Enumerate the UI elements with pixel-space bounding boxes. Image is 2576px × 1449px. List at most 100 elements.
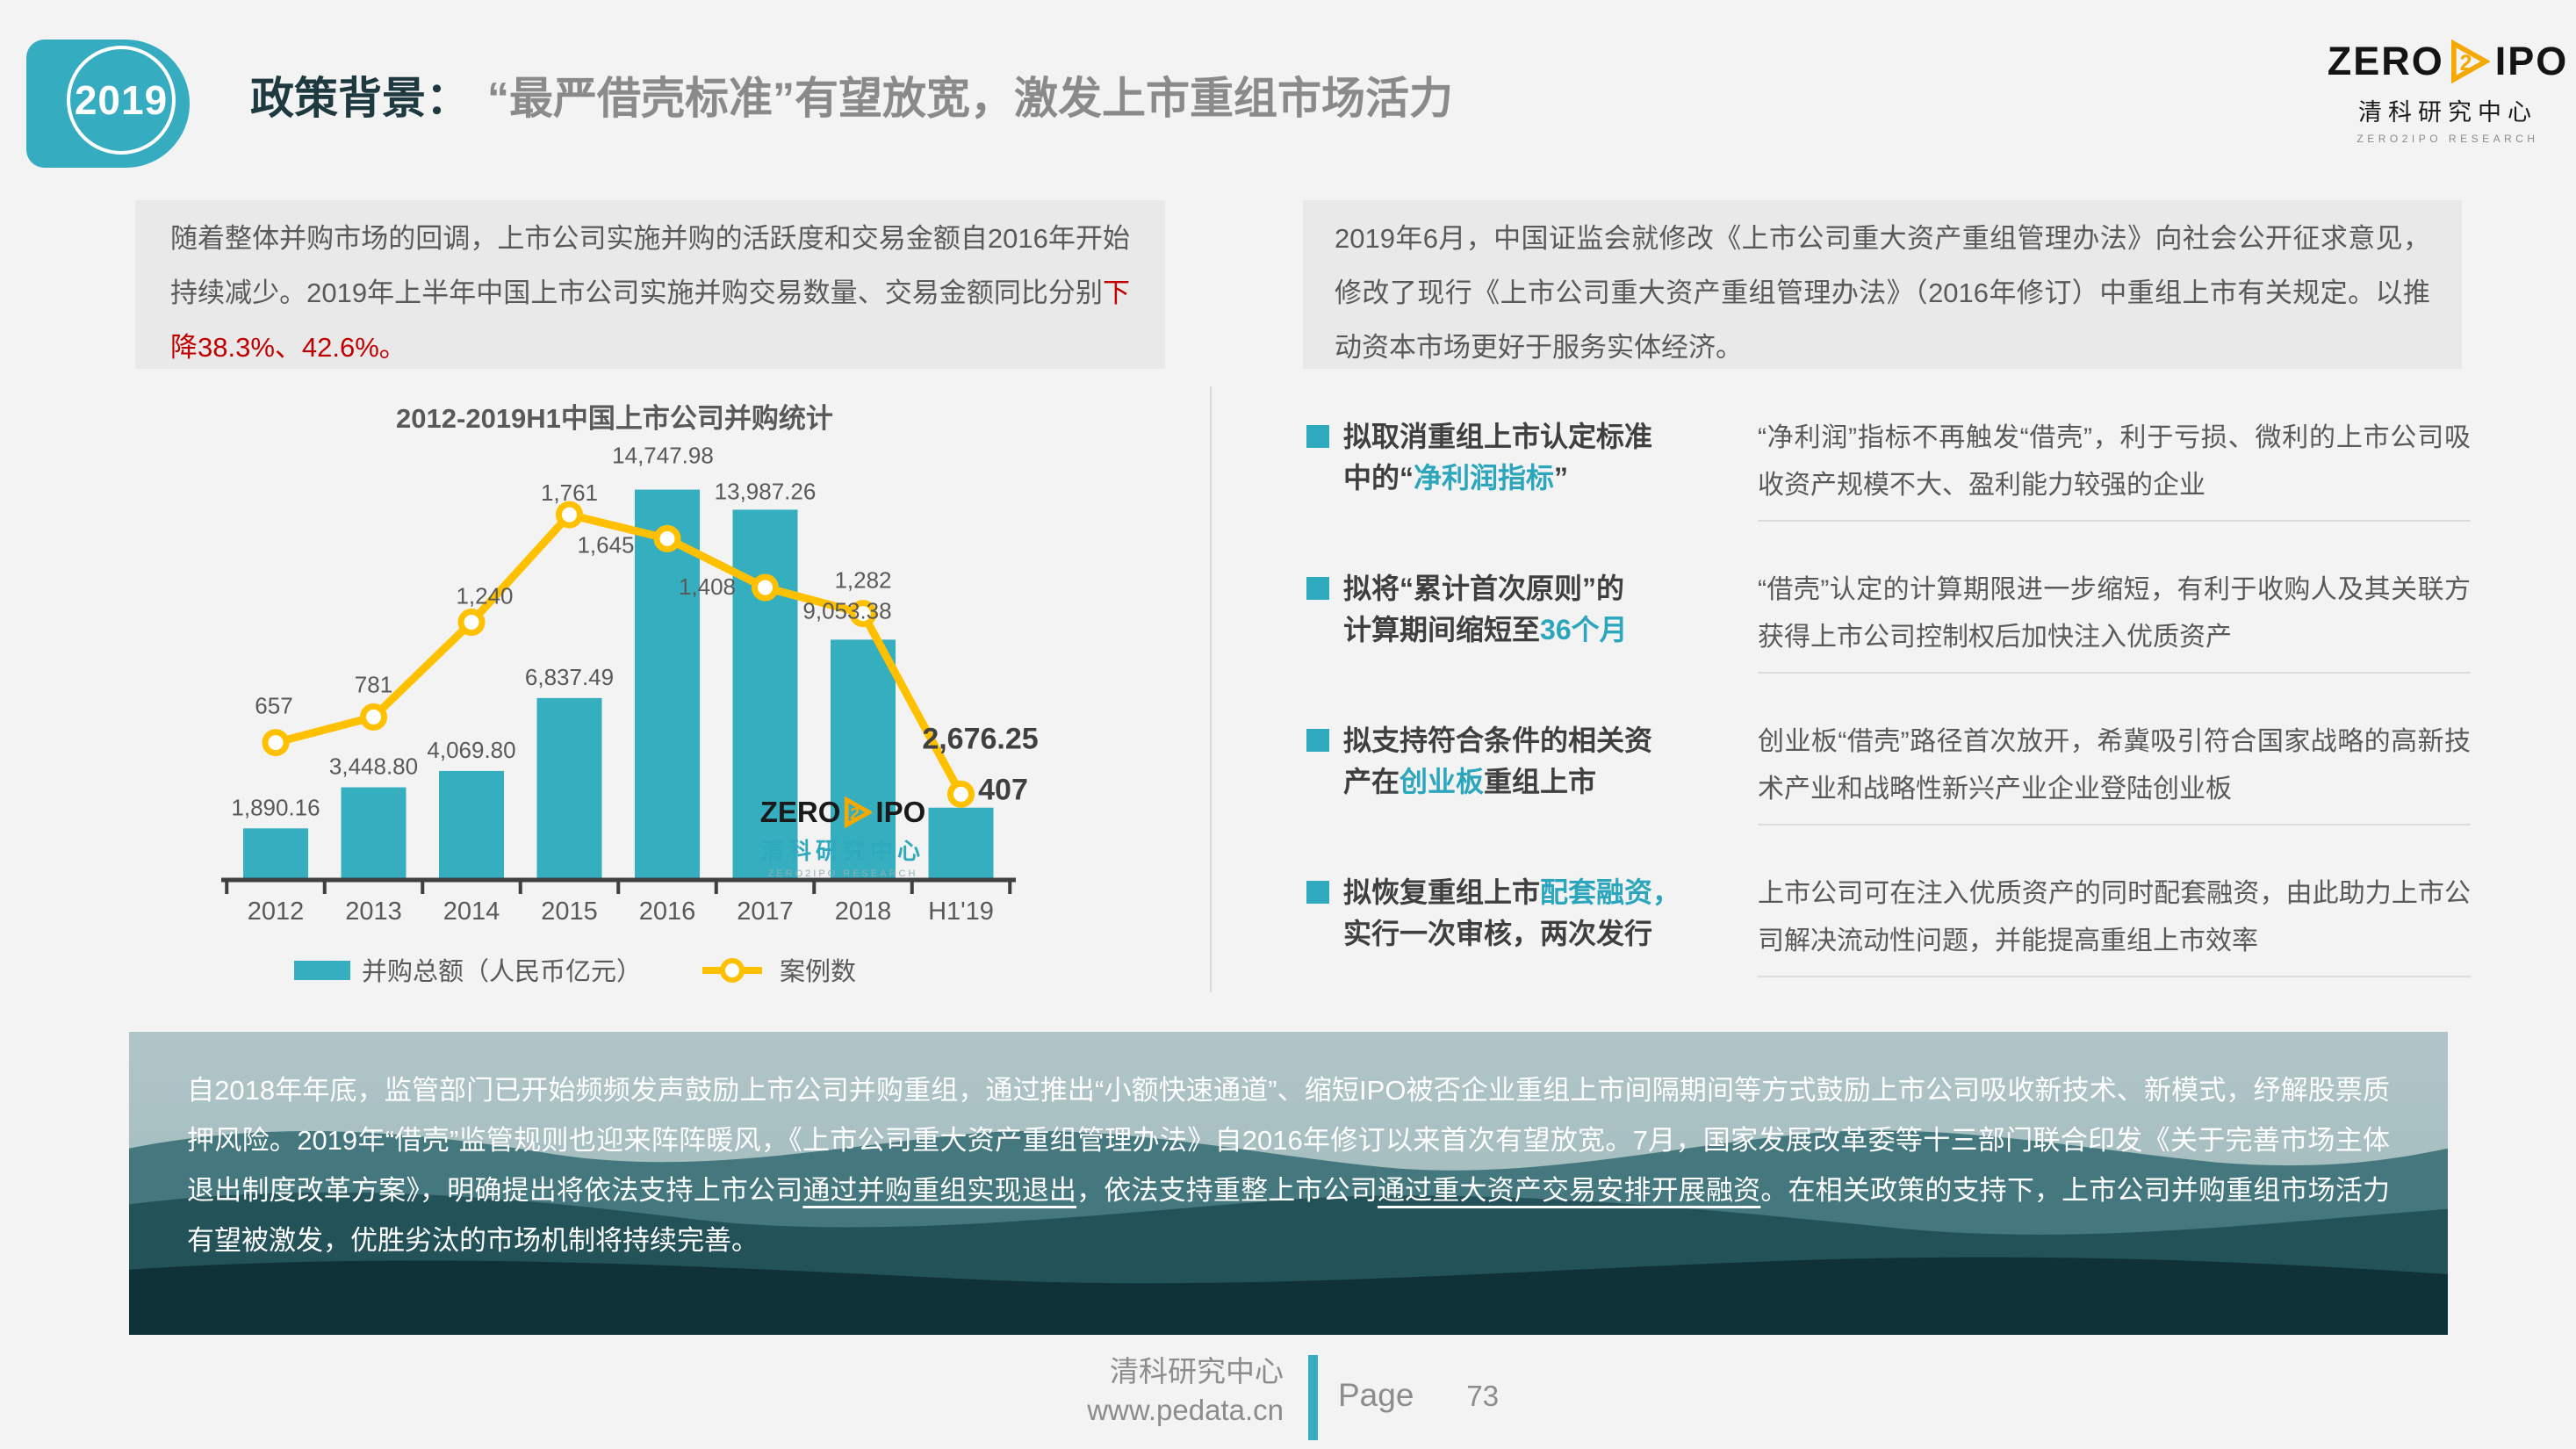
svg-text:1,282: 1,282 xyxy=(834,567,891,594)
x-axis-labels: 2012 2013 2014 2015 2016 2017 2018 H1'19 xyxy=(248,898,994,926)
policy-point-title: 拟取消重组上市认定标准 中的“净利润指标” xyxy=(1343,421,1653,494)
policy-points: 拟取消重组上市认定标准 中的“净利润指标” “净利润”指标不再触发“借壳”，利于亏损… xyxy=(1303,415,2471,1022)
bar-series xyxy=(243,489,994,878)
svg-text:1,240: 1,240 xyxy=(456,583,513,609)
legend-bar-swatch xyxy=(294,961,350,980)
bullet-square-icon xyxy=(1306,577,1329,600)
svg-text:13,987.26: 13,987.26 xyxy=(715,478,817,504)
svg-text:2014: 2014 xyxy=(443,898,500,926)
svg-text:H1'19: H1'19 xyxy=(928,898,994,926)
line-markers xyxy=(262,501,975,808)
bullet-square-icon xyxy=(1306,881,1329,904)
svg-text:2: 2 xyxy=(851,805,860,824)
svg-text:1,890.16: 1,890.16 xyxy=(231,794,320,820)
bar-value-labels: 1,890.16 3,448.80 4,069.80 6,837.49 14,747.9… xyxy=(231,443,1038,821)
watermark-cn-text: 清科研究中心 xyxy=(760,838,925,864)
bullet-square-icon xyxy=(1306,425,1329,448)
logo-triangle-icon: 2 xyxy=(2450,40,2490,83)
left-intro-box: 随着整体并购市场的回调，上市公司实施并购的活跃度和交易金额自2016年开始持续减… xyxy=(135,200,1165,369)
policy-point-row: 拟将“累计首次原则”的 计算期间缩短至36个月 “借壳”认定的计算期限进一步缩短，有… xyxy=(1303,566,2471,718)
summary-band: 自2018年年底，监管部门已开始频频发声鼓励上市公司并购重组，通过推出“小额快速… xyxy=(129,1032,2448,1335)
year-badge: 2019 xyxy=(26,40,190,168)
svg-text:2013: 2013 xyxy=(345,898,402,926)
policy-point-title: 拟恢复重组上市配套融资， 实行一次审核，两次发行 xyxy=(1343,876,1681,949)
line-marker xyxy=(360,703,387,731)
line-marker xyxy=(457,609,486,637)
right-intro-box: 2019年6月，中国证监会就修改《上市公司重大资产重组管理办法》向社会公开征求意… xyxy=(1303,200,2462,369)
footer-site-url: www.pedata.cn xyxy=(1087,1394,1284,1426)
line-marker xyxy=(752,573,779,602)
bullet-square-icon xyxy=(1306,729,1329,752)
svg-text:407: 407 xyxy=(978,773,1028,806)
line-marker xyxy=(849,600,877,628)
ma-statistics-chart: 2012-2019H1中国上市公司并购统计 1,890.16 3,448.80 4,0… xyxy=(176,395,1106,1010)
line-marker xyxy=(947,780,975,808)
policy-point-title: 拟支持符合条件的相关资 产在创业板重组上市 xyxy=(1343,724,1653,797)
svg-text:2: 2 xyxy=(2459,51,2473,76)
footer-divider-bar xyxy=(1308,1355,1318,1440)
year-badge-label: 2019 xyxy=(74,77,169,123)
svg-text:2017: 2017 xyxy=(737,898,794,926)
policy-point-title: 拟将“累计首次原则”的 计算期间缩短至36个月 xyxy=(1343,573,1628,645)
bar xyxy=(243,828,308,878)
zero2ipo-logo: ZERO 2 IPO 清科研究中心 ZERO2IPO RESEARCH xyxy=(2328,39,2567,145)
policy-point-description: “借壳”认定的计算期限进一步缩短，有利于收购人及其关联方获得上市公司控制权后加快… xyxy=(1758,566,2471,674)
bar xyxy=(732,509,798,878)
right-intro-text: 2019年6月，中国证监会就修改《上市公司重大资产重组管理办法》向社会公开征求意… xyxy=(1335,223,2430,363)
page-title-prefix: 政策背景： xyxy=(250,74,470,123)
watermark-wordmark: ZERO 2 IPO xyxy=(759,796,926,829)
footer-org-block: 清科研究中心 www.pedata.cn xyxy=(990,1352,1284,1430)
footer-page-number: 73 xyxy=(1466,1380,1500,1412)
policy-point-description: 创业板“借壳”路径首次放开，希冀吸引符合国家战略的高新技术产业和战略性新兴产业企… xyxy=(1758,718,2471,825)
svg-text:1,645: 1,645 xyxy=(577,531,634,558)
watermark-ipo-text: IPO xyxy=(875,796,926,828)
left-intro-text: 随着整体并购市场的回调，上市公司实施并购的活跃度和交易金额自2016年开始持续减… xyxy=(170,223,1130,363)
chart-legend: 并购总额（人民币亿元） 案例数 xyxy=(294,957,856,986)
watermark-triangle-icon: 2 xyxy=(845,797,873,828)
logo-ipo-text: IPO xyxy=(2494,39,2569,83)
bar xyxy=(928,807,994,878)
svg-text:2016: 2016 xyxy=(639,898,696,926)
line-marker xyxy=(556,501,583,529)
svg-text:14,747.98: 14,747.98 xyxy=(612,443,714,469)
bar xyxy=(536,697,602,878)
svg-text:1,761: 1,761 xyxy=(541,479,598,506)
policy-point-row: 拟恢复重组上市配套融资， 实行一次审核，两次发行 上市公司可在注入优质资产的同时配套… xyxy=(1303,870,2471,1022)
policy-point-description: 上市公司可在注入优质资产的同时配套融资，由此助力上市公司解决流动性问题，并能提高… xyxy=(1758,870,2471,977)
policy-point-description: “净利润”指标不再触发“借壳”，利于亏损、微利的上市公司吸收资产规模不大、盈利能… xyxy=(1758,415,2471,522)
x-axis-ticks xyxy=(225,882,1012,894)
footer-org-name: 清科研究中心 xyxy=(1110,1355,1284,1388)
footer-page: Page 73 xyxy=(1338,1377,1499,1414)
svg-text:2015: 2015 xyxy=(541,898,598,926)
line-marker xyxy=(653,524,681,552)
chart-title: 2012-2019H1中国上市公司并购统计 xyxy=(396,403,833,434)
svg-text:9,053.38: 9,053.38 xyxy=(802,597,891,624)
chart-canvas: 2012-2019H1中国上市公司并购统计 1,890.16 3,448.80 4,0… xyxy=(221,403,1039,986)
policy-point-row: 拟取消重组上市认定标准 中的“净利润指标” “净利润”指标不再触发“借壳”，利于亏损… xyxy=(1303,415,2471,566)
summary-band-text: 自2018年年底，监管部门已开始频频发声鼓励上市公司并购重组，通过推出“小额快速… xyxy=(187,1075,2391,1256)
line-marker xyxy=(262,729,290,757)
watermark-zero-text: ZERO xyxy=(759,796,841,828)
bar xyxy=(439,770,504,878)
logo-zero-text: ZERO xyxy=(2327,39,2444,83)
logo-cn-text: 清科研究中心 xyxy=(2358,99,2537,126)
watermark-en-text: ZERO2IPO RESEARCH xyxy=(767,869,918,879)
svg-text:781: 781 xyxy=(355,671,392,697)
bar xyxy=(341,787,407,878)
svg-text:4,069.80: 4,069.80 xyxy=(427,737,515,763)
page-title-rest: “最严借壳标准”有望放宽，激发上市重组市场活力 xyxy=(487,74,1453,123)
footer-page-label: Page xyxy=(1338,1377,1414,1413)
year-badge-circle: 2019 xyxy=(67,46,176,155)
legend-bar-label: 并购总额（人民币亿元） xyxy=(362,957,642,986)
svg-text:3,448.80: 3,448.80 xyxy=(329,753,418,780)
svg-text:657: 657 xyxy=(255,693,292,719)
line-series xyxy=(271,510,965,798)
policy-point-row: 拟支持符合条件的相关资 产在创业板重组上市 创业板“借壳”路径首次放开，希冀吸引符合… xyxy=(1303,718,2471,870)
watermark-logo: ZERO 2 IPO 清科研究中心 ZERO2IPO RESEARCH xyxy=(748,796,938,879)
svg-text:2,676.25: 2,676.25 xyxy=(922,723,1038,756)
logo-en-text: ZERO2IPO RESEARCH xyxy=(2357,133,2539,145)
svg-text:2018: 2018 xyxy=(835,898,892,926)
legend-line-marker xyxy=(720,958,745,983)
svg-text:2012: 2012 xyxy=(248,898,305,926)
bar xyxy=(635,489,700,878)
